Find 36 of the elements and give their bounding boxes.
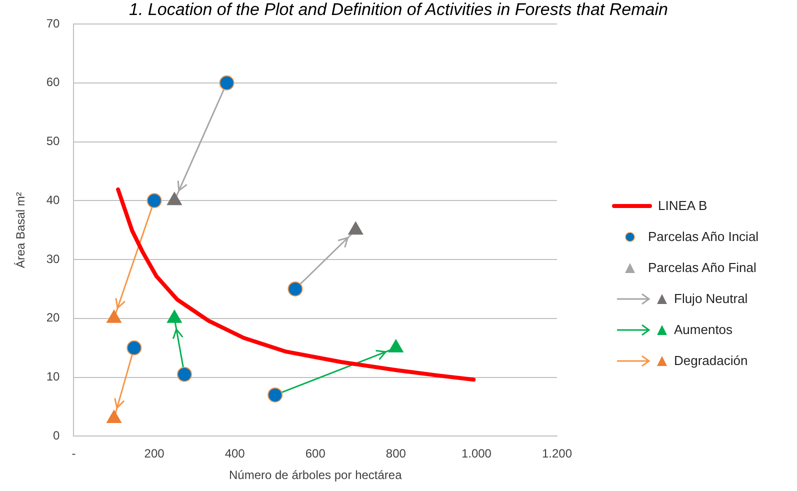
y-axis-title: Área Basal m² xyxy=(14,192,28,268)
legend-label: Degradación xyxy=(674,353,748,368)
legend-label: Aumentos xyxy=(674,322,733,337)
point xyxy=(106,410,122,424)
legend-label: Parcelas Año Final xyxy=(648,260,756,275)
point xyxy=(146,193,162,208)
legend-label: Parcelas Año Incial xyxy=(648,229,759,244)
legend-label: Flujo Neutral xyxy=(674,291,748,306)
x-axis-title: Número de árboles por hectárea xyxy=(228,468,402,482)
x-tick-label: 1.200 xyxy=(542,446,572,461)
point xyxy=(126,340,142,356)
point xyxy=(106,310,122,323)
point xyxy=(268,387,283,402)
y-tick-label: 20 xyxy=(46,310,60,325)
chart-title: 1. Location of the Plot and Definition of Activities in Forests that Remain xyxy=(129,0,668,19)
point xyxy=(288,281,303,296)
point xyxy=(176,366,192,382)
x-tick-label: - xyxy=(72,446,76,461)
y-tick-label: 40 xyxy=(46,192,60,207)
x-tick-label: 1.000 xyxy=(461,446,492,461)
x-tick-label: 800 xyxy=(386,446,406,461)
point xyxy=(219,75,234,90)
point xyxy=(388,339,404,352)
point xyxy=(348,222,364,235)
y-tick-label: 50 xyxy=(46,134,60,148)
x-tick-label: 400 xyxy=(224,446,246,461)
point xyxy=(166,192,182,206)
x-tick-label: 200 xyxy=(144,446,165,461)
legend-label: LINEA B xyxy=(658,198,708,213)
point xyxy=(166,310,182,323)
y-tick-label: 60 xyxy=(46,75,60,90)
x-tick-label: 600 xyxy=(305,446,326,461)
y-tick-label: 30 xyxy=(46,252,60,266)
y-tick-label: 70 xyxy=(46,16,60,30)
y-tick-label: 10 xyxy=(46,370,60,384)
y-tick-label: 0 xyxy=(53,428,60,443)
